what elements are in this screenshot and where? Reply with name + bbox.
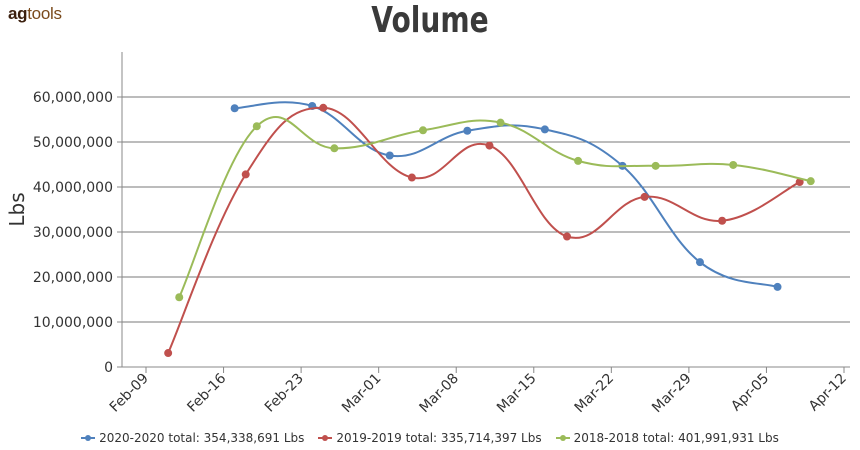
y-tick-label: 0	[104, 360, 113, 376]
y-axis-title: Lbs	[5, 192, 29, 226]
legend-item-1[interactable]: 2020-2020 total: 354,338,691 Lbs	[81, 431, 304, 445]
data-point-series-2	[718, 216, 727, 225]
volume-chart: 0 10,000,000 20,000,000 30,000,000 40,000,00…	[5, 52, 850, 417]
x-tick-label: Feb-23	[262, 371, 307, 416]
legend-swatch	[318, 435, 333, 441]
data-point-series-2	[795, 178, 804, 187]
x-tick-label: Mar-22	[572, 371, 618, 417]
legend-label: 2020-2020 total: 354,338,691 Lbs	[99, 431, 305, 445]
data-point-series-3	[574, 156, 583, 165]
y-tick-label: 10,000,000	[33, 315, 113, 331]
y-tick-label: 50,000,000	[33, 135, 113, 151]
y-tick-label: 40,000,000	[33, 180, 113, 196]
legend-label: 2019-2019 total: 335,714,397 Lbs	[336, 431, 542, 445]
data-point-series-2	[640, 192, 649, 201]
chart-title: Volume	[371, 0, 489, 41]
data-point-series-3	[729, 160, 738, 169]
x-tick-label: Mar-29	[649, 371, 695, 417]
data-point-series-1	[230, 104, 239, 113]
y-tick-label: 30,000,000	[33, 225, 113, 241]
legend-swatch	[81, 435, 96, 441]
data-point-series-3	[175, 293, 184, 302]
y-tick-label: 20,000,000	[33, 270, 113, 286]
data-point-series-1	[385, 151, 394, 160]
data-point-series-2	[164, 349, 173, 358]
legend-label: 2018-2018 total: 401,991,931 Lbs	[573, 431, 779, 445]
x-tick-label: Mar-01	[339, 371, 385, 417]
x-tick-label: Feb-16	[184, 370, 229, 415]
data-point-series-1	[773, 282, 782, 291]
agtools-logo: agtools	[8, 4, 62, 24]
data-point-series-3	[252, 122, 261, 131]
y-tick-label: 60,000,000	[33, 90, 113, 106]
series-line-3	[178, 116, 811, 298]
legend-swatch	[555, 435, 570, 441]
data-point-series-2	[485, 141, 494, 150]
data-point-series-3	[330, 144, 339, 153]
logo-part-tools: tools	[27, 4, 62, 23]
x-tick-label: Apr-12	[806, 371, 850, 415]
series-line-2	[167, 106, 801, 354]
chart-legend: 2020-2020 total: 354,338,691 Lbs 2019-201…	[0, 431, 860, 445]
logo-part-ag: ag	[8, 4, 28, 23]
x-tick-label: Apr-05	[728, 371, 772, 415]
data-point-series-2	[319, 103, 328, 112]
legend-item-3[interactable]: 2018-2018 total: 401,991,931 Lbs	[555, 431, 779, 445]
data-point-series-1	[463, 126, 472, 135]
data-point-series-2	[563, 232, 572, 241]
data-point-series-2	[241, 170, 250, 179]
data-point-series-1	[695, 258, 704, 267]
data-point-series-3	[496, 118, 505, 127]
x-tick-label: Mar-08	[417, 371, 463, 417]
series-line-1	[234, 101, 778, 288]
data-point-series-3	[418, 126, 427, 135]
data-point-series-3	[651, 161, 660, 170]
data-point-series-3	[806, 177, 815, 186]
data-point-series-1	[540, 125, 549, 134]
legend-item-2[interactable]: 2019-2019 total: 335,714,397 Lbs	[318, 431, 542, 445]
x-tick-label: Feb-09	[107, 371, 152, 416]
x-tick-label: Mar-15	[494, 371, 540, 417]
data-point-series-2	[407, 173, 416, 182]
